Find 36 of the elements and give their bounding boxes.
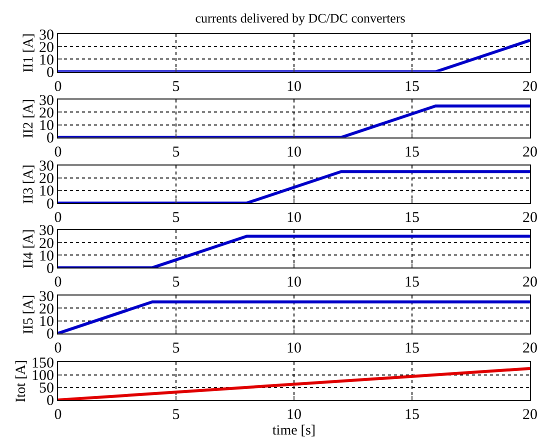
- x-tick-label: 15: [404, 274, 420, 291]
- y-axis-title: II4 [A]: [22, 229, 37, 268]
- y-tick-label: 0: [46, 130, 54, 147]
- x-tick-label: 15: [404, 407, 420, 423]
- x-tick-label: 20: [522, 274, 538, 291]
- y-axis-title: II2 [A]: [22, 98, 37, 138]
- x-tick-label: 20: [522, 144, 538, 160]
- x-tick-label: 20: [522, 407, 538, 423]
- x-axis-title: time [s]: [272, 423, 316, 438]
- y-axis-title: II1 [A]: [22, 33, 37, 73]
- x-tick-label: 20: [522, 210, 538, 226]
- x-tick-label: 5: [172, 407, 180, 423]
- y-tick-label: 0: [46, 393, 54, 410]
- x-tick-label: 5: [172, 144, 180, 160]
- x-tick-label: 10: [286, 210, 302, 226]
- x-tick-label: 5: [172, 274, 180, 291]
- x-tick-label: 10: [286, 340, 302, 356]
- x-tick-label: 15: [404, 144, 420, 160]
- x-tick-label: 5: [172, 78, 180, 95]
- x-tick-label: 20: [522, 340, 538, 356]
- x-tick-label: 5: [172, 340, 180, 356]
- x-tick-label: 10: [286, 407, 302, 423]
- x-tick-label: 15: [404, 78, 420, 95]
- x-tick-label: 20: [522, 78, 538, 95]
- y-axis-title: Itot [A]: [14, 360, 30, 402]
- y-axis-title: II5 [A]: [22, 294, 37, 334]
- x-tick-label: 15: [404, 340, 420, 356]
- x-tick-label: 10: [286, 78, 302, 95]
- x-tick-label: 10: [286, 144, 302, 160]
- y-tick-label: 150: [32, 355, 54, 372]
- x-tick-label: 5: [172, 210, 180, 226]
- y-axis-title: II3 [A]: [22, 164, 37, 204]
- x-tick-label: 15: [404, 210, 420, 226]
- x-tick-label: 10: [286, 274, 302, 291]
- chart-title: currents delivered by DC/DC converters: [195, 10, 406, 26]
- y-tick-label: 0: [46, 326, 54, 343]
